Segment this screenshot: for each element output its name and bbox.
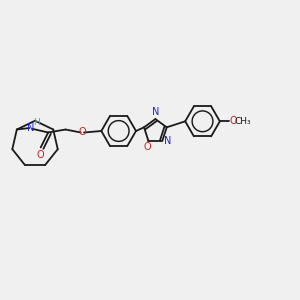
- Text: O: O: [229, 116, 237, 126]
- Text: N: N: [152, 107, 159, 117]
- Text: N: N: [27, 123, 34, 133]
- Text: O: O: [37, 150, 44, 160]
- Text: O: O: [78, 128, 86, 137]
- Text: N: N: [164, 136, 172, 146]
- Text: CH₃: CH₃: [235, 117, 251, 126]
- Text: O: O: [144, 142, 151, 152]
- Text: H: H: [34, 118, 40, 127]
